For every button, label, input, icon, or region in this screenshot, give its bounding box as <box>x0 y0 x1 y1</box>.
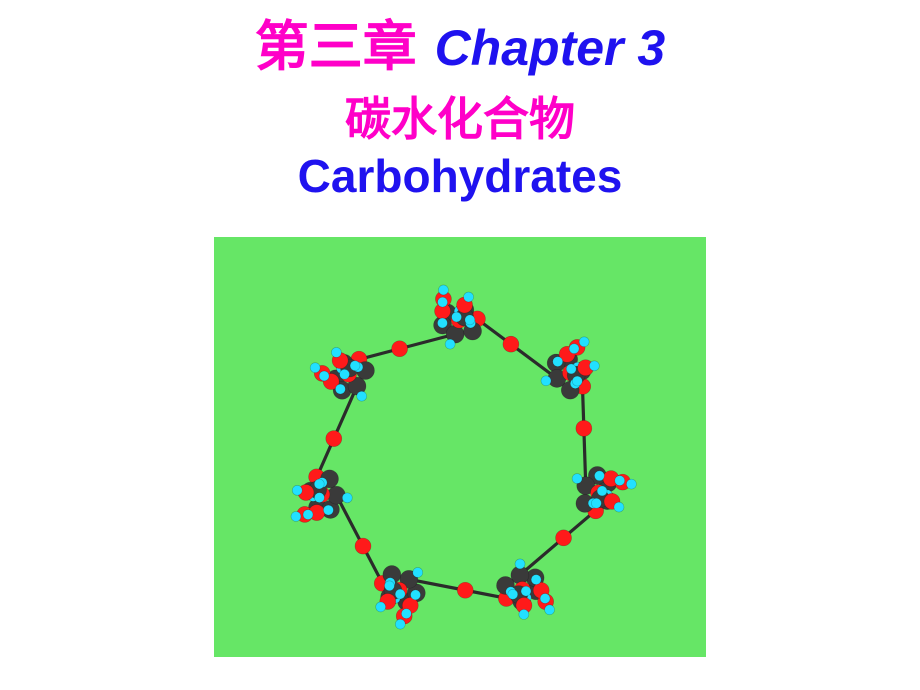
chapter-title-en: Chapter 3 <box>435 20 666 76</box>
molecule-figure <box>214 237 706 657</box>
title-row: 第三章 Chapter 3 <box>0 0 920 77</box>
subtitle-en: Carbohydrates <box>0 149 920 203</box>
cyclodextrin-molecule <box>214 237 706 657</box>
spacer <box>421 52 430 69</box>
subtitle-cn: 碳水化合物 <box>0 83 920 149</box>
slide: 第三章 Chapter 3 碳水化合物 Carbohydrates <box>0 0 920 690</box>
chapter-title-cn: 第三章 <box>255 17 417 77</box>
